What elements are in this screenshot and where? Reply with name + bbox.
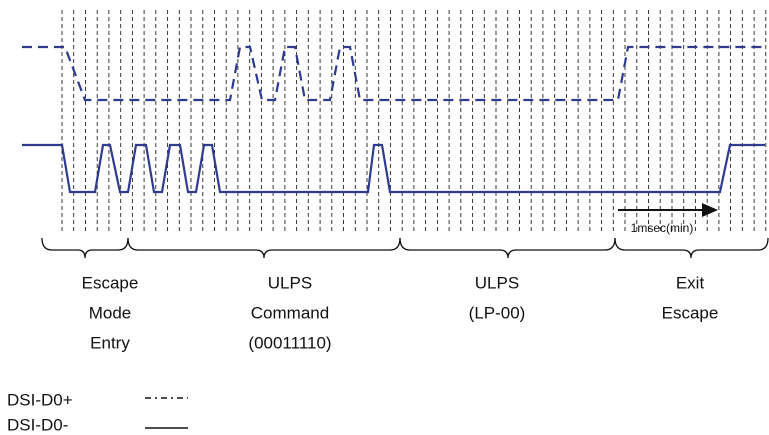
phase-label: Escape (662, 303, 719, 322)
phase-brace (614, 237, 769, 259)
arrow-head (702, 203, 718, 217)
phase-label: (00011110) (248, 333, 331, 352)
phase-brace (399, 237, 616, 259)
phase-brace (127, 237, 401, 259)
phase-label: (LP-00) (469, 303, 526, 322)
phase-label: ULPS (268, 273, 312, 292)
duration-label: 1msec(min) (631, 221, 694, 235)
phase-brace (41, 237, 129, 259)
legend-label: DSI-D0- (7, 415, 68, 434)
phase-label: ULPS (475, 273, 519, 292)
phase-label: Command (251, 303, 329, 322)
timing-gridlines (61, 10, 767, 232)
phase-labels: Escape Mode Entry ULPS Command (00011110) ULPS… (82, 273, 719, 352)
phase-label: Escape (82, 273, 139, 292)
legend-label: DSI-D0+ (7, 390, 73, 409)
dsi-d0-minus-wave (22, 143, 765, 194)
phase-label: Exit (676, 273, 705, 292)
phase-label: Entry (90, 333, 130, 352)
phase-label: Mode (89, 303, 132, 322)
dsi-d0-plus-wave (22, 45, 765, 102)
